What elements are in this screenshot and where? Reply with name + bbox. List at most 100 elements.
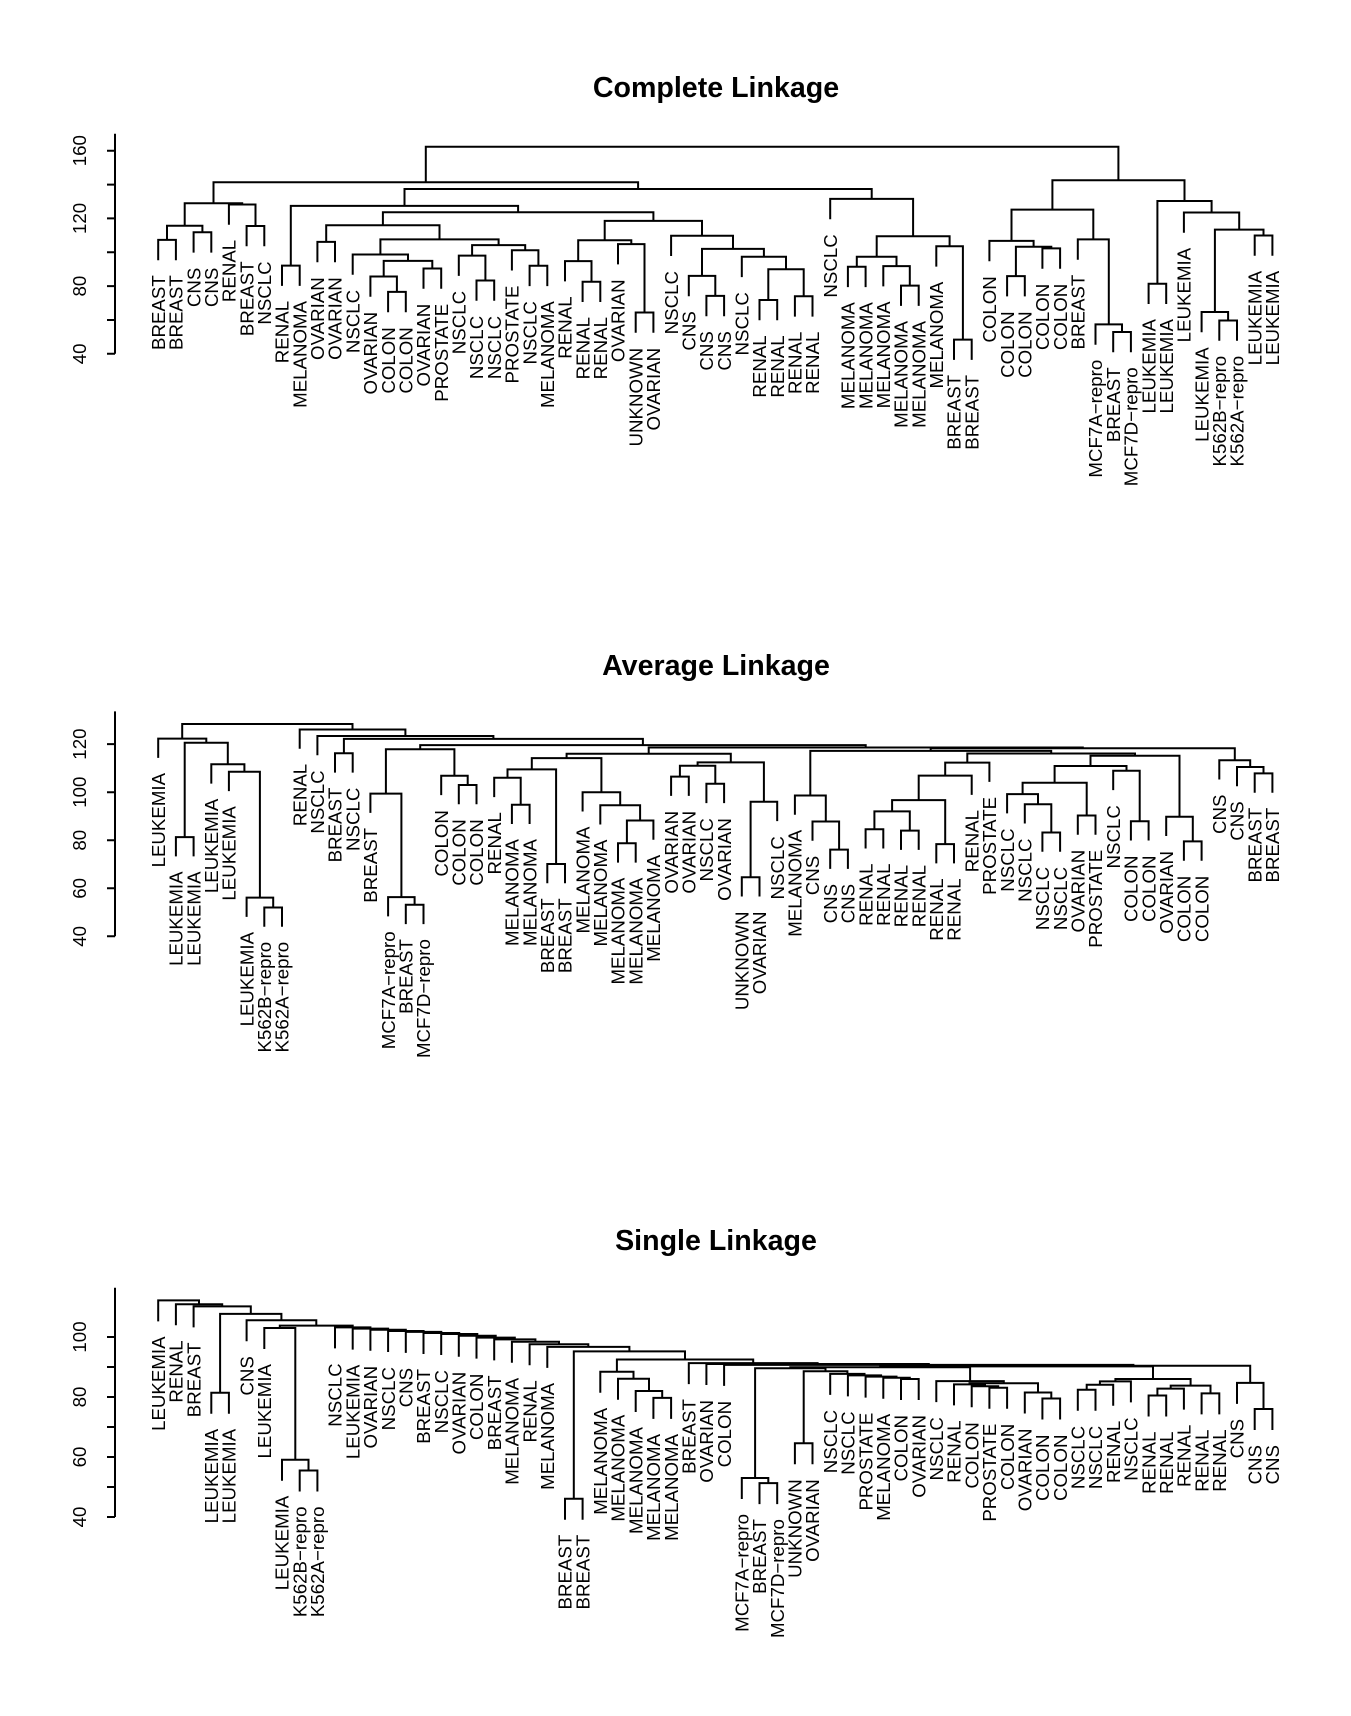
svg-text:OVARIAN: OVARIAN xyxy=(696,1400,717,1483)
svg-text:40: 40 xyxy=(69,1507,90,1528)
svg-text:BREAST: BREAST xyxy=(572,1535,593,1610)
svg-text:COLON: COLON xyxy=(1121,856,1142,922)
svg-text:NSCLC: NSCLC xyxy=(1085,1426,1106,1489)
svg-text:COLON: COLON xyxy=(1015,311,1036,377)
svg-text:CNS: CNS xyxy=(1244,1445,1265,1484)
svg-text:BREAST: BREAST xyxy=(413,1369,434,1444)
svg-text:OVARIAN: OVARIAN xyxy=(449,1372,470,1455)
svg-text:RENAL: RENAL xyxy=(1138,1432,1159,1494)
svg-text:BREAST: BREAST xyxy=(396,939,417,1014)
svg-text:NSCLC: NSCLC xyxy=(838,1411,859,1474)
svg-text:BREAST: BREAST xyxy=(749,1519,770,1594)
svg-text:MCF7A−repro: MCF7A−repro xyxy=(732,1514,753,1632)
svg-text:RENAL: RENAL xyxy=(873,864,894,926)
svg-text:MELANOMA: MELANOMA xyxy=(572,826,593,933)
svg-text:LEUKEMIA: LEUKEMIA xyxy=(201,1428,222,1523)
svg-text:RENAL: RENAL xyxy=(785,332,806,394)
svg-text:100: 100 xyxy=(69,1321,90,1352)
svg-text:K562B−repro: K562B−repro xyxy=(1209,356,1230,467)
svg-text:RENAL: RENAL xyxy=(219,240,240,302)
svg-text:OVARIAN: OVARIAN xyxy=(1015,1429,1036,1512)
svg-text:LEUKEMIA: LEUKEMIA xyxy=(219,806,240,901)
svg-text:MELANOMA: MELANOMA xyxy=(519,838,540,945)
svg-text:LEUKEMIA: LEUKEMIA xyxy=(166,871,187,966)
svg-text:K562B−repro: K562B−repro xyxy=(254,942,275,1053)
svg-text:PROSTATE: PROSTATE xyxy=(502,286,523,384)
svg-text:BREAST: BREAST xyxy=(148,275,169,350)
svg-text:RENAL: RENAL xyxy=(590,317,611,379)
svg-text:MCF7D−repro: MCF7D−repro xyxy=(413,939,434,1058)
svg-text:PROSTATE: PROSTATE xyxy=(431,304,452,402)
svg-text:OVARIAN: OVARIAN xyxy=(679,811,700,894)
svg-text:MCF7D−repro: MCF7D−repro xyxy=(1121,367,1142,486)
svg-text:BREAST: BREAST xyxy=(944,375,965,450)
svg-text:LEUKEMIA: LEUKEMIA xyxy=(1191,347,1212,442)
svg-text:MELANOMA: MELANOMA xyxy=(661,1433,682,1540)
svg-text:MELANOMA: MELANOMA xyxy=(608,877,629,984)
svg-text:LEUKEMIA: LEUKEMIA xyxy=(254,1363,275,1458)
svg-text:NSCLC: NSCLC xyxy=(767,836,788,899)
svg-text:OVARIAN: OVARIAN xyxy=(643,348,664,431)
svg-text:MELANOMA: MELANOMA xyxy=(502,1377,523,1484)
svg-text:RENAL: RENAL xyxy=(1209,1429,1230,1491)
svg-text:COLON: COLON xyxy=(979,276,1000,342)
svg-text:RENAL: RENAL xyxy=(166,1340,187,1402)
svg-text:LEUKEMIA: LEUKEMIA xyxy=(183,871,204,966)
svg-text:80: 80 xyxy=(69,830,90,851)
svg-text:LEUKEMIA: LEUKEMIA xyxy=(201,798,222,893)
svg-text:MELANOMA: MELANOMA xyxy=(891,320,912,427)
svg-text:CNS: CNS xyxy=(1262,1445,1283,1484)
svg-text:PROSTATE: PROSTATE xyxy=(979,797,1000,895)
svg-text:RENAL: RENAL xyxy=(961,810,982,872)
svg-text:COLON: COLON xyxy=(961,1422,982,1488)
svg-text:MELANOMA: MELANOMA xyxy=(537,301,558,408)
svg-text:MELANOMA: MELANOMA xyxy=(873,301,894,408)
svg-text:NSCLC: NSCLC xyxy=(820,1410,841,1473)
svg-text:COLON: COLON xyxy=(1191,876,1212,942)
svg-text:NSCLC: NSCLC xyxy=(254,261,275,324)
svg-text:COLON: COLON xyxy=(1050,1435,1071,1501)
svg-text:MELANOMA: MELANOMA xyxy=(643,1433,664,1540)
svg-text:COLON: COLON xyxy=(396,327,417,393)
svg-text:COLON: COLON xyxy=(891,1415,912,1481)
svg-text:PROSTATE: PROSTATE xyxy=(855,1413,876,1511)
svg-text:MELANOMA: MELANOMA xyxy=(590,839,611,946)
svg-text:BREAST: BREAST xyxy=(236,261,257,336)
svg-text:MELANOMA: MELANOMA xyxy=(838,302,859,409)
svg-text:RENAL: RENAL xyxy=(749,335,770,397)
svg-text:NSCLC: NSCLC xyxy=(1015,839,1036,902)
svg-text:OVARIAN: OVARIAN xyxy=(360,312,381,395)
svg-text:PROSTATE: PROSTATE xyxy=(1085,850,1106,948)
svg-text:COLON: COLON xyxy=(1138,856,1159,922)
svg-text:OVARIAN: OVARIAN xyxy=(749,912,770,995)
svg-text:CNS: CNS xyxy=(1227,1419,1248,1458)
svg-text:MELANOMA: MELANOMA xyxy=(502,838,523,945)
svg-text:80: 80 xyxy=(69,1387,90,1408)
svg-text:60: 60 xyxy=(69,1447,90,1468)
svg-text:NSCLC: NSCLC xyxy=(661,271,682,334)
svg-text:CNS: CNS xyxy=(714,331,735,370)
svg-text:K562B−repro: K562B−repro xyxy=(289,1507,310,1618)
svg-text:COLON: COLON xyxy=(1050,284,1071,350)
svg-text:COLON: COLON xyxy=(1174,876,1195,942)
svg-text:LEUKEMIA: LEUKEMIA xyxy=(1156,318,1177,413)
svg-text:OVARIAN: OVARIAN xyxy=(714,818,735,901)
svg-text:LEUKEMIA: LEUKEMIA xyxy=(1138,318,1159,413)
svg-text:OVARIAN: OVARIAN xyxy=(1156,851,1177,934)
svg-text:BREAST: BREAST xyxy=(360,828,381,903)
svg-text:NSCLC: NSCLC xyxy=(1121,1417,1142,1480)
svg-text:NSCLC: NSCLC xyxy=(696,818,717,881)
svg-text:LEUKEMIA: LEUKEMIA xyxy=(1174,247,1195,342)
svg-text:160: 160 xyxy=(69,135,90,166)
svg-text:RENAL: RENAL xyxy=(1156,1432,1177,1494)
svg-text:RENAL: RENAL xyxy=(944,878,965,940)
svg-text:COLON: COLON xyxy=(997,311,1018,377)
svg-text:OVARIAN: OVARIAN xyxy=(608,279,629,362)
svg-text:CNS: CNS xyxy=(1227,801,1248,840)
svg-text:OVARIAN: OVARIAN xyxy=(802,1479,823,1562)
svg-text:CNS: CNS xyxy=(696,331,717,370)
svg-text:NSCLC: NSCLC xyxy=(1103,805,1124,868)
svg-text:MELANOMA: MELANOMA xyxy=(625,877,646,984)
svg-text:LEUKEMIA: LEUKEMIA xyxy=(1262,270,1283,365)
svg-text:CNS: CNS xyxy=(236,1356,257,1395)
